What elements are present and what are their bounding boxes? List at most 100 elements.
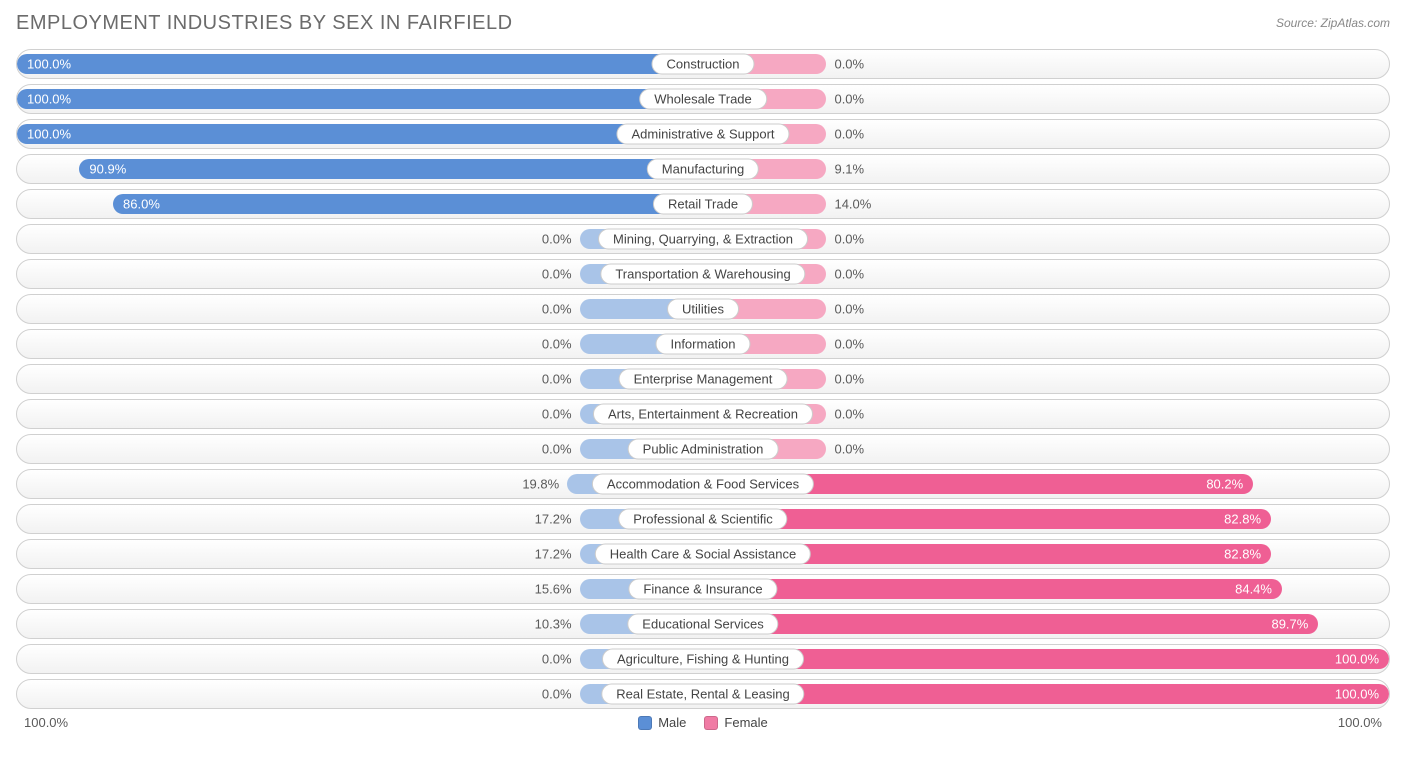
chart-row: 0.0% 0.0% Arts, Entertainment & Recreation (16, 399, 1390, 429)
male-value: 17.2% (535, 547, 572, 562)
male-value: 100.0% (27, 92, 71, 107)
male-bar (17, 54, 703, 74)
chart-row: 0.0% 0.0% Enterprise Management (16, 364, 1390, 394)
male-value: 0.0% (542, 337, 572, 352)
female-value: 0.0% (834, 127, 864, 142)
category-label: Utilities (667, 299, 739, 320)
male-value: 0.0% (542, 232, 572, 247)
male-value: 0.0% (542, 267, 572, 282)
male-value: 10.3% (535, 617, 572, 632)
category-label: Arts, Entertainment & Recreation (593, 404, 813, 425)
female-value: 0.0% (834, 267, 864, 282)
male-swatch-icon (638, 716, 652, 730)
chart-row: 100.0% 0.0% Wholesale Trade (16, 84, 1390, 114)
category-label: Agriculture, Fishing & Hunting (602, 649, 804, 670)
female-value: 0.0% (834, 57, 864, 72)
chart-body: 100.0% 0.0% Construction 100.0% 0.0% Wholesal… (16, 49, 1390, 709)
chart-row: 0.0% 100.0% Real Estate, Rental & Leasing (16, 679, 1390, 709)
female-bar (703, 614, 1318, 634)
axis-left-label: 100.0% (24, 715, 68, 730)
chart-row: 19.8% 80.2% Accommodation & Food Services (16, 469, 1390, 499)
male-value: 0.0% (542, 407, 572, 422)
category-label: Transportation & Warehousing (600, 264, 805, 285)
legend-male-label: Male (658, 715, 686, 730)
chart-row: 17.2% 82.8% Professional & Scientific (16, 504, 1390, 534)
category-label: Finance & Insurance (628, 579, 777, 600)
category-label: Real Estate, Rental & Leasing (601, 684, 804, 705)
female-swatch-icon (704, 716, 718, 730)
category-label: Public Administration (628, 439, 779, 460)
chart-row: 86.0% 14.0% Retail Trade (16, 189, 1390, 219)
female-value: 9.1% (834, 162, 864, 177)
category-label: Manufacturing (647, 159, 759, 180)
female-value: 14.0% (834, 197, 871, 212)
category-label: Retail Trade (653, 194, 753, 215)
male-value: 90.9% (89, 162, 126, 177)
axis-right-label: 100.0% (1338, 715, 1382, 730)
female-value: 0.0% (834, 337, 864, 352)
chart-row: 10.3% 89.7% Educational Services (16, 609, 1390, 639)
chart-row: 0.0% 100.0% Agriculture, Fishing & Hunting (16, 644, 1390, 674)
female-value: 0.0% (834, 302, 864, 317)
chart-source: Source: ZipAtlas.com (1276, 16, 1390, 30)
male-value: 0.0% (542, 652, 572, 667)
category-label: Professional & Scientific (618, 509, 787, 530)
category-label: Wholesale Trade (639, 89, 767, 110)
female-value: 80.2% (1206, 477, 1243, 492)
chart-row: 100.0% 0.0% Administrative & Support (16, 119, 1390, 149)
female-value: 0.0% (834, 372, 864, 387)
chart-row: 17.2% 82.8% Health Care & Social Assistanc… (16, 539, 1390, 569)
chart-row: 0.0% 0.0% Information (16, 329, 1390, 359)
female-value: 100.0% (1335, 652, 1379, 667)
legend-female-label: Female (724, 715, 767, 730)
chart-row: 0.0% 0.0% Public Administration (16, 434, 1390, 464)
male-value: 19.8% (522, 477, 559, 492)
category-label: Accommodation & Food Services (592, 474, 814, 495)
category-label: Administrative & Support (616, 124, 789, 145)
male-bar (79, 159, 703, 179)
chart-row: 100.0% 0.0% Construction (16, 49, 1390, 79)
female-bar (703, 684, 1389, 704)
male-value: 100.0% (27, 127, 71, 142)
male-value: 0.0% (542, 372, 572, 387)
chart-row: 0.0% 0.0% Transportation & Warehousing (16, 259, 1390, 289)
female-value: 82.8% (1224, 547, 1261, 562)
category-label: Enterprise Management (619, 369, 788, 390)
male-bar (113, 194, 703, 214)
legend-female: Female (704, 715, 767, 730)
female-value: 100.0% (1335, 687, 1379, 702)
legend: Male Female (638, 715, 768, 730)
category-label: Information (655, 334, 750, 355)
chart-row: 90.9% 9.1% Manufacturing (16, 154, 1390, 184)
male-value: 17.2% (535, 512, 572, 527)
male-value: 100.0% (27, 57, 71, 72)
female-value: 82.8% (1224, 512, 1261, 527)
female-value: 0.0% (834, 442, 864, 457)
chart-header: EMPLOYMENT INDUSTRIES BY SEX IN FAIRFIEL… (16, 12, 1390, 35)
female-bar (703, 579, 1282, 599)
chart-row: 0.0% 0.0% Utilities (16, 294, 1390, 324)
chart-row: 15.6% 84.4% Finance & Insurance (16, 574, 1390, 604)
female-value: 0.0% (834, 92, 864, 107)
male-value: 0.0% (542, 442, 572, 457)
chart-footer: 100.0% Male Female 100.0% (16, 715, 1390, 730)
male-value: 15.6% (535, 582, 572, 597)
category-label: Health Care & Social Assistance (595, 544, 811, 565)
female-value: 89.7% (1271, 617, 1308, 632)
male-bar (17, 89, 703, 109)
category-label: Educational Services (627, 614, 778, 635)
chart-title: EMPLOYMENT INDUSTRIES BY SEX IN FAIRFIEL… (16, 12, 513, 35)
female-bar (703, 509, 1271, 529)
male-value: 0.0% (542, 687, 572, 702)
category-label: Mining, Quarrying, & Extraction (598, 229, 808, 250)
male-value: 0.0% (542, 302, 572, 317)
male-value: 86.0% (123, 197, 160, 212)
female-value: 84.4% (1235, 582, 1272, 597)
chart-row: 0.0% 0.0% Mining, Quarrying, & Extraction (16, 224, 1390, 254)
female-value: 0.0% (834, 232, 864, 247)
female-bar (703, 649, 1389, 669)
female-value: 0.0% (834, 407, 864, 422)
male-bar (17, 124, 703, 144)
category-label: Construction (652, 54, 755, 75)
legend-male: Male (638, 715, 686, 730)
